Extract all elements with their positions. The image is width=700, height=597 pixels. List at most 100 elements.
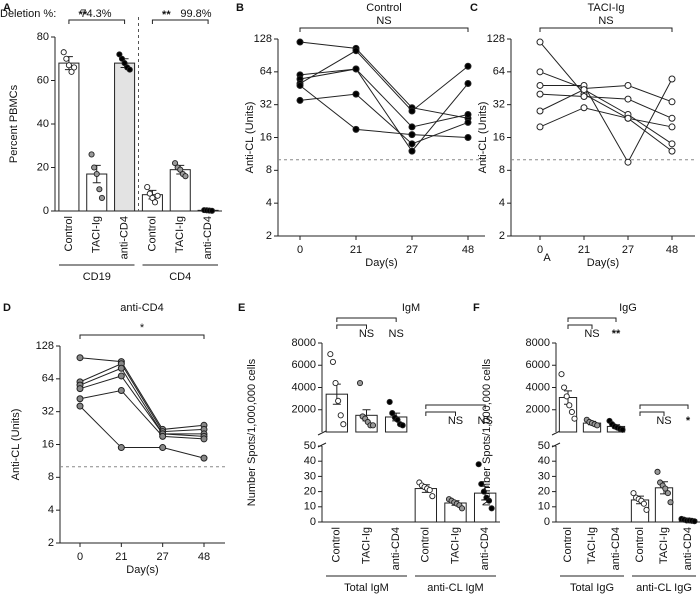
data-point — [369, 422, 377, 429]
data-point — [643, 506, 650, 513]
x-axis-label: Day(s) — [587, 257, 619, 269]
data-point — [662, 485, 669, 492]
x-tick-label: TACI-Ig — [360, 527, 372, 564]
x-tick-label: anti-CD4 — [479, 527, 491, 570]
axis-break — [551, 430, 561, 436]
data-point — [96, 186, 103, 193]
x-tick-label: 0 — [537, 244, 543, 256]
group-label: anti-CL IgM — [427, 582, 483, 594]
data-point — [159, 432, 167, 440]
x-tick-label: 48 — [198, 551, 210, 563]
data-point — [640, 500, 647, 507]
series-line — [299, 50, 469, 112]
data-point — [76, 354, 84, 362]
data-point — [144, 184, 151, 191]
y-tick-label: 128 — [487, 33, 505, 45]
significance-label: NS — [584, 328, 599, 340]
y-tick-label: 0 — [43, 205, 49, 217]
series-line — [539, 71, 673, 103]
data-point — [76, 402, 84, 410]
x-tick-label: Control — [331, 527, 343, 562]
data-point — [566, 402, 573, 409]
series-line — [299, 41, 469, 119]
data-point — [208, 207, 216, 214]
y-tick-label: 2 — [48, 537, 54, 549]
y-tick-label: 10 — [538, 501, 550, 513]
x-tick-label: anti-CD4 — [682, 527, 694, 570]
data-point — [93, 170, 100, 178]
y-tick-label: 60 — [37, 74, 49, 86]
data-point — [200, 435, 208, 443]
y-tick-label: 50 — [538, 440, 550, 452]
y-axis-label: Anti-CL (Units) — [477, 102, 489, 174]
x-tick-label: TACI-Ig — [586, 527, 598, 564]
panel-label: F — [473, 302, 480, 314]
data-point — [76, 385, 84, 393]
y-tick-label: 8 — [48, 471, 54, 483]
series-line — [79, 375, 205, 437]
y-tick-label: 40 — [304, 455, 316, 467]
significance-label: NS — [359, 328, 374, 340]
y-tick-label: 8 — [499, 164, 505, 176]
data-point — [594, 422, 601, 429]
x-tick-label: TACI-Ig — [174, 216, 186, 253]
significance-bracket — [425, 404, 486, 409]
significance-label: ** — [79, 9, 88, 21]
significance-label: ** — [612, 328, 621, 340]
data-point — [464, 111, 472, 119]
data-point — [91, 164, 98, 171]
y-tick-label: 32 — [260, 99, 272, 111]
data-point — [182, 173, 189, 180]
data-point — [536, 81, 544, 89]
y-tick-label: 2000 — [526, 404, 550, 416]
series-line — [79, 367, 204, 435]
series-line — [299, 93, 469, 145]
x-tick-label: 21 — [115, 551, 127, 563]
x-tick-label: Control — [146, 216, 158, 251]
y-tick-label: 30 — [538, 470, 550, 482]
data-point — [630, 490, 637, 497]
data-point — [296, 38, 304, 46]
x-tick-label: 27 — [622, 244, 634, 256]
data-point — [117, 387, 125, 395]
y-tick-label: 30 — [304, 470, 316, 482]
x-tick-label: Control — [634, 527, 646, 562]
significance-bracket — [336, 324, 367, 329]
data-point — [389, 410, 396, 417]
data-point — [664, 490, 671, 497]
x-axis-label: Day(s) — [365, 257, 397, 269]
axis-break — [317, 430, 327, 436]
annotation: 74.3% — [80, 8, 111, 20]
data-point — [60, 49, 67, 56]
y-tick-label: 4 — [266, 197, 272, 209]
y-tick-label: 64 — [260, 66, 272, 78]
data-point — [352, 65, 360, 73]
significance-bracket — [539, 27, 673, 32]
data-point — [408, 123, 416, 131]
y-tick-label: 32 — [493, 99, 505, 111]
data-point — [76, 395, 84, 403]
bar — [58, 62, 80, 212]
series-line — [299, 85, 469, 138]
data-point — [296, 96, 304, 104]
data-point — [327, 351, 334, 358]
y-tick-label: 4 — [48, 504, 54, 516]
data-point — [624, 95, 632, 103]
data-point — [399, 422, 406, 429]
data-point — [619, 426, 626, 433]
data-point — [668, 114, 676, 122]
series-line — [539, 107, 673, 152]
data-point — [668, 147, 676, 155]
significance-label: NS — [376, 15, 391, 27]
data-point — [63, 55, 70, 62]
group-label: CD4 — [169, 271, 191, 283]
panel-label: A — [3, 2, 11, 14]
panel-label: B — [236, 2, 244, 14]
y-axis-label: Anti-CL (Units) — [244, 102, 256, 174]
data-point — [386, 398, 393, 406]
data-point — [668, 140, 676, 148]
significance-label: NS — [478, 415, 493, 427]
chart-title: TACI-Ig — [587, 2, 624, 14]
data-point — [580, 93, 588, 101]
data-point — [117, 444, 125, 452]
